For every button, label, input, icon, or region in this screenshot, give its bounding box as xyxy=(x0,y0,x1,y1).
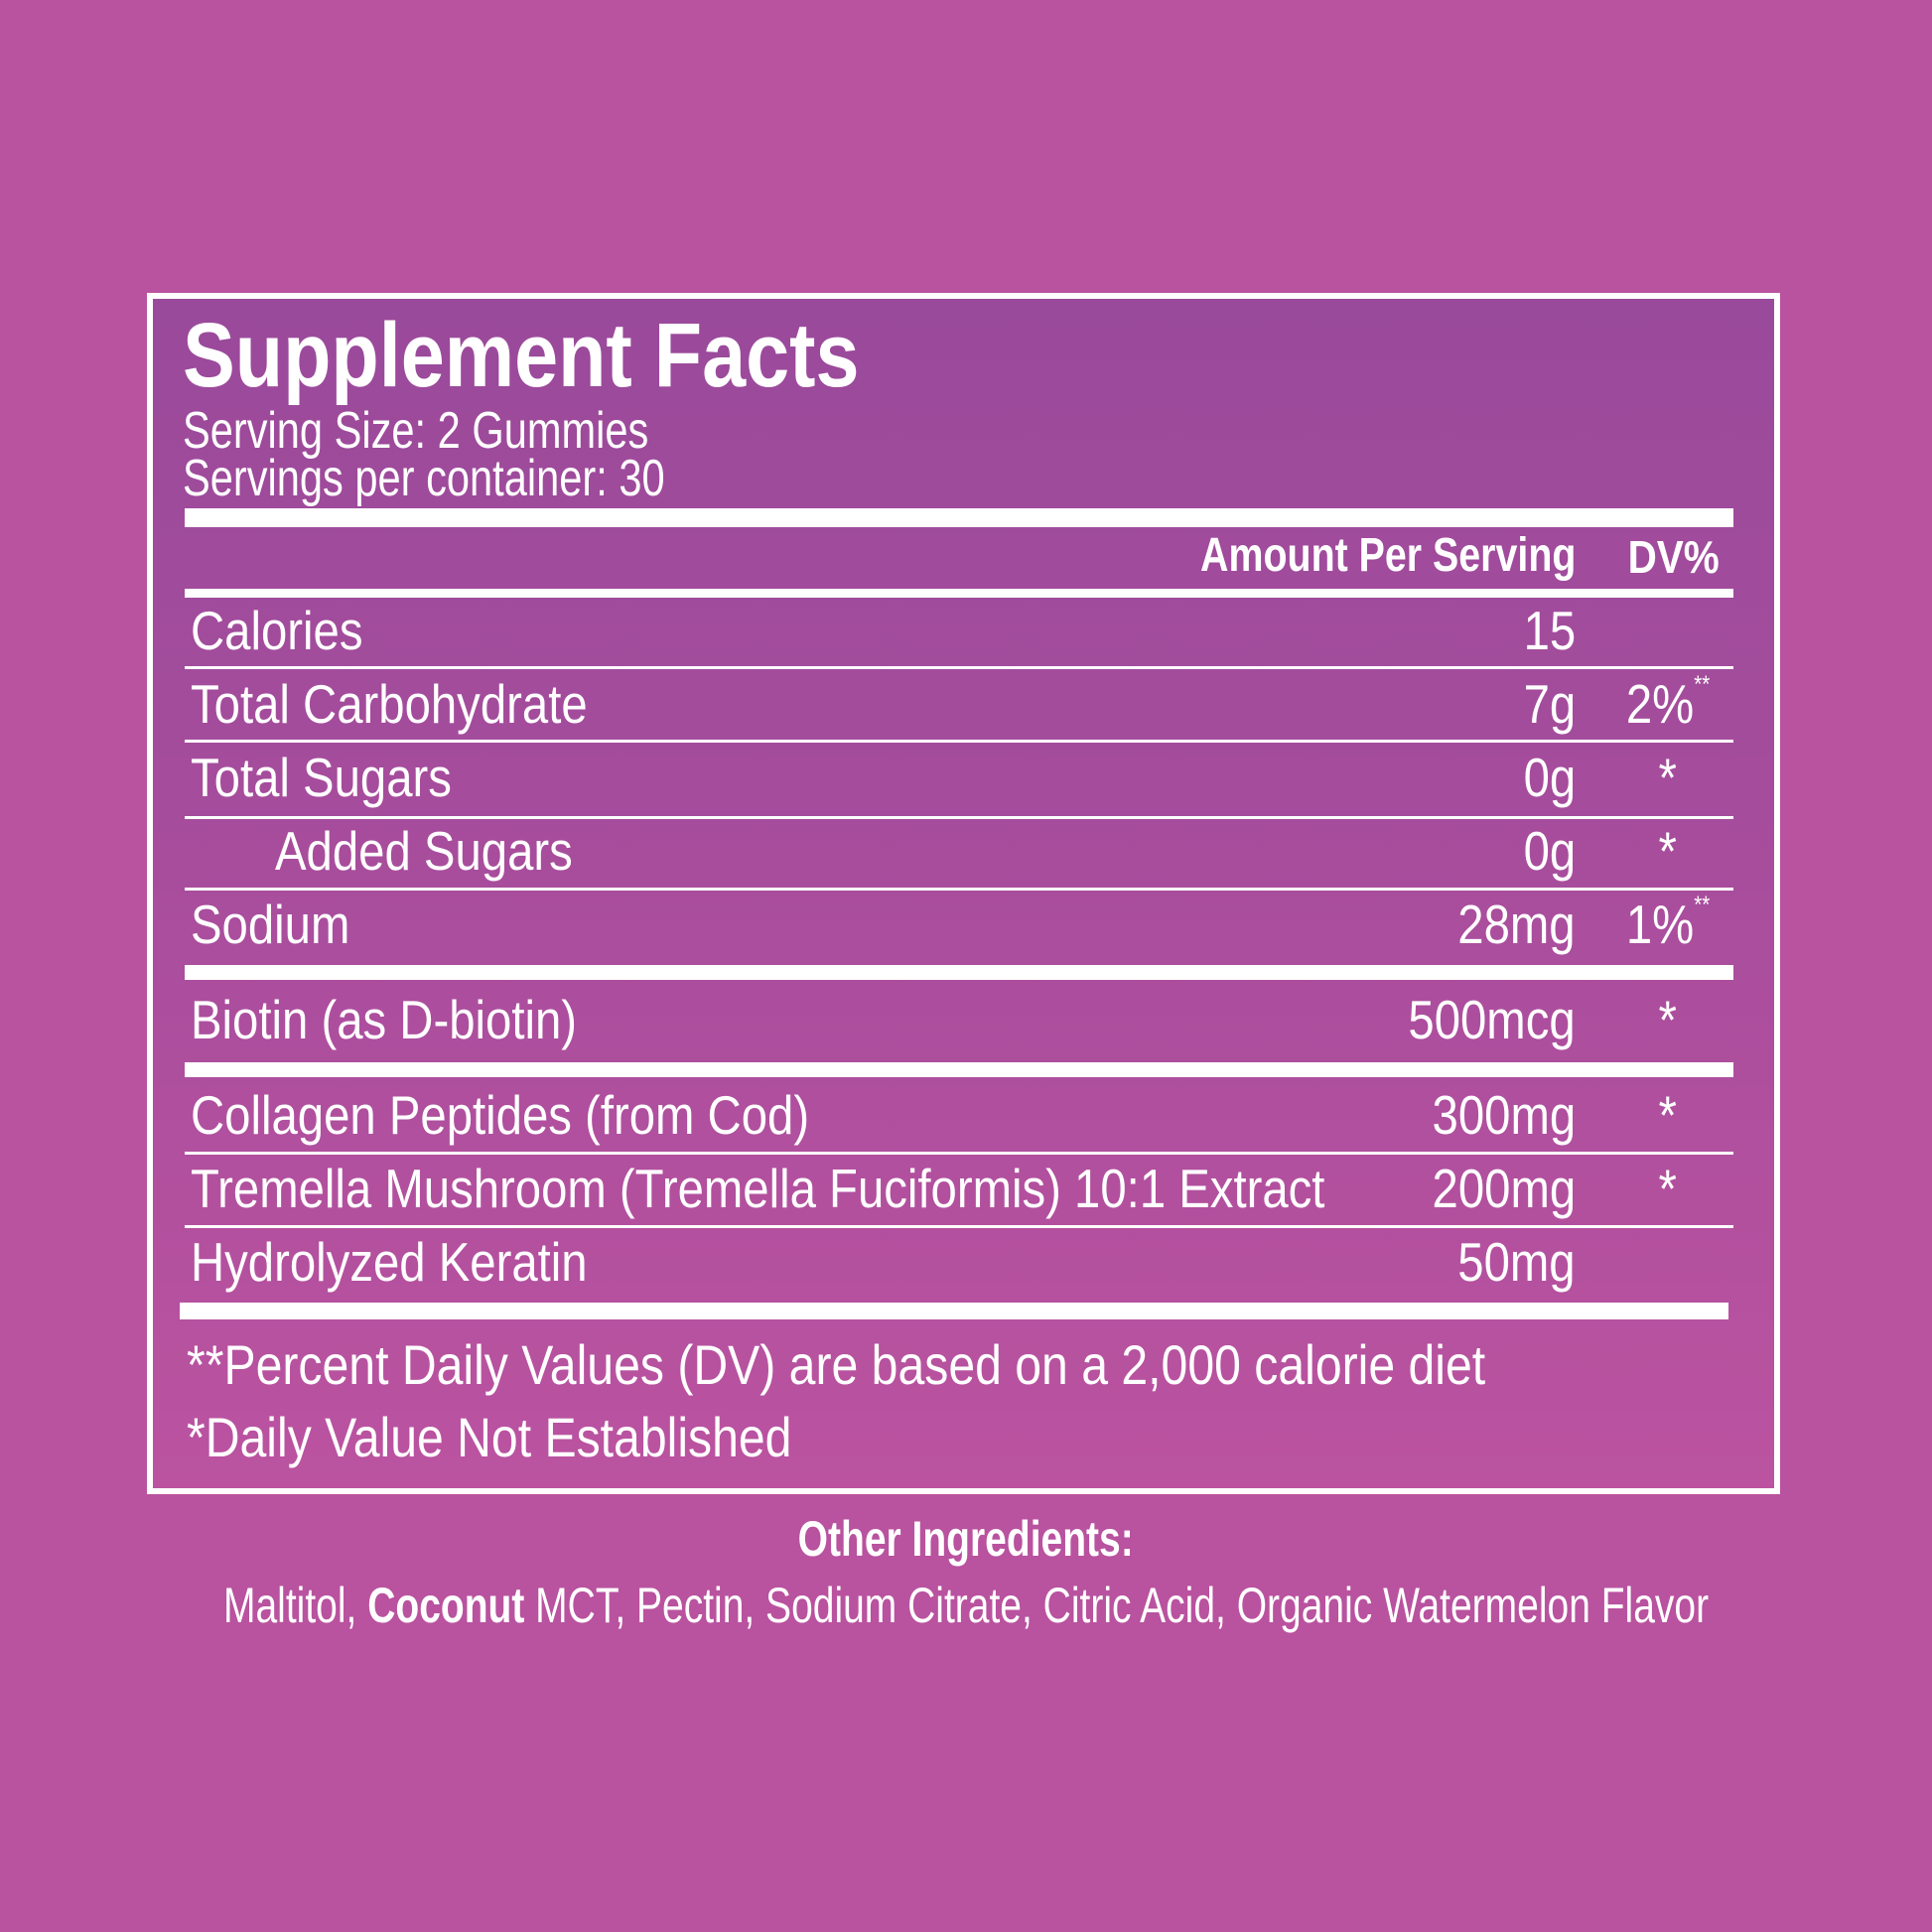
divider-thick xyxy=(185,1062,1733,1077)
nutrient-name: Total Carbohydrate xyxy=(191,673,588,735)
nutrient-dv xyxy=(1618,1235,1718,1290)
nutrient-dv: * xyxy=(1658,1158,1678,1219)
divider xyxy=(185,740,1733,743)
divider-thick xyxy=(185,508,1733,527)
nutrient-amount: 0g xyxy=(1523,820,1576,882)
nutrient-dv: 1%** xyxy=(1625,892,1711,955)
nutrient-dv xyxy=(1618,604,1718,658)
servings-per-container: Servings per container: 30 xyxy=(183,450,665,507)
divider-thick xyxy=(180,1303,1728,1319)
nutrient-name: Total Sugars xyxy=(191,747,452,808)
supplement-facts-panel xyxy=(147,293,1780,1494)
divider xyxy=(185,816,1733,819)
allergen-ingredient: Coconut xyxy=(367,1578,525,1633)
nutrient-name: Hydrolyzed Keratin xyxy=(191,1231,588,1293)
nutrient-name: Collagen Peptides (from Cod) xyxy=(191,1084,810,1146)
nutrient-amount: 28mg xyxy=(1457,894,1576,955)
nutrient-name: Biotin (as D-biotin) xyxy=(191,989,578,1050)
dv-footnote-mark: ** xyxy=(1694,671,1711,698)
nutrient-name: Added Sugars xyxy=(275,820,573,882)
nutrient-dv: * xyxy=(1658,820,1678,882)
divider xyxy=(185,888,1733,891)
nutrient-dv: * xyxy=(1658,1084,1678,1146)
footnote-not-established: *Daily Value Not Established xyxy=(187,1406,792,1468)
nutrient-dv: * xyxy=(1658,747,1678,808)
nutrient-amount: 0g xyxy=(1523,747,1576,808)
ingredient-text: MCT, Pectin, Sodium Citrate, Citric Acid… xyxy=(524,1578,1710,1633)
footnote-dv: **Percent Daily Values (DV) are based on… xyxy=(187,1333,1486,1396)
divider-thick xyxy=(185,965,1733,980)
nutrient-dv: * xyxy=(1658,989,1678,1050)
ingredient-text: Maltitol, xyxy=(222,1578,368,1633)
divider xyxy=(185,666,1733,669)
nutrient-name: Sodium xyxy=(191,894,350,955)
panel-title: Supplement Facts xyxy=(183,305,860,406)
divider xyxy=(185,1152,1733,1155)
nutrient-amount: 7g xyxy=(1523,673,1576,735)
divider xyxy=(185,1225,1733,1228)
divider-medium xyxy=(185,589,1733,598)
nutrient-amount: 300mg xyxy=(1432,1084,1576,1146)
serving-size: Serving Size: 2 Gummies xyxy=(183,402,649,460)
dv-footnote-mark: ** xyxy=(1694,892,1711,918)
nutrient-amount: 500mcg xyxy=(1408,989,1576,1050)
nutrient-amount: 200mg xyxy=(1432,1158,1576,1219)
nutrient-amount: 15 xyxy=(1523,600,1576,661)
nutrient-dv: 2%** xyxy=(1625,671,1711,735)
other-ingredients-list: Maltitol, Coconut MCT, Pectin, Sodium Ci… xyxy=(0,1581,1932,1630)
other-ingredients-heading: Other Ingredients: xyxy=(797,1511,1135,1567)
header-dv: DV% xyxy=(1627,531,1720,583)
nutrient-name: Tremella Mushroom (Tremella Fuciformis) … xyxy=(191,1158,1325,1219)
nutrient-amount: 50mg xyxy=(1457,1231,1576,1293)
header-amount: Amount Per Serving xyxy=(1199,529,1576,582)
nutrient-name: Calories xyxy=(191,600,363,661)
